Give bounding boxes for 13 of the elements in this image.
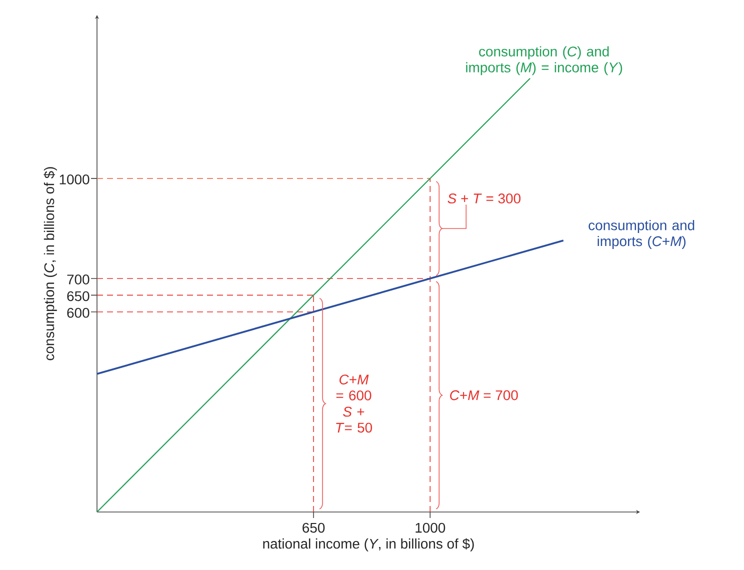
y-tick-label: 650 <box>67 291 90 302</box>
series-label: consumption and imports (C+M) <box>588 220 694 249</box>
annotation: C+M = 700 <box>450 390 518 400</box>
annotation: S + T= 50 <box>336 406 372 433</box>
annotation: S + T = 300 <box>448 194 520 204</box>
x-axis-title: national income (Y, in billions of $) <box>263 538 474 552</box>
y-tick-label: 1000 <box>60 174 90 184</box>
text: consumption (C) and imports (M) = income (Y) <box>466 46 622 76</box>
annotation: C+M = 600 <box>336 374 372 400</box>
y-tick-label: 700 <box>67 274 90 284</box>
y-tick-label: 600 <box>67 308 90 318</box>
line-series <box>96 240 564 375</box>
y-axis-title: consumption (C, in billions of $) <box>44 167 57 360</box>
